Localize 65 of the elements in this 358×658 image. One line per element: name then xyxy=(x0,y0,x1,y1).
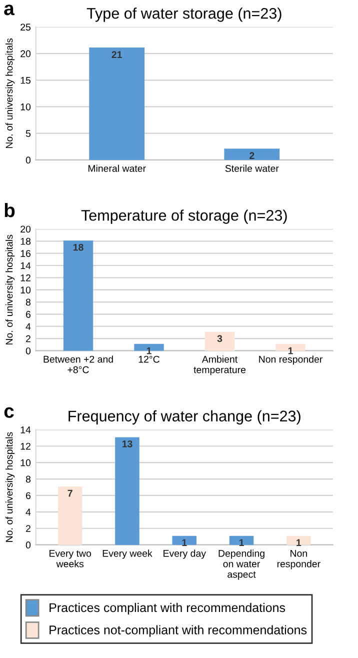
y-tick-label: 6 xyxy=(26,492,31,500)
y-tick-label: 10 xyxy=(20,459,31,466)
data-label: 1 xyxy=(288,347,293,354)
bar xyxy=(58,486,82,545)
data-label: 13 xyxy=(122,440,132,448)
data-label: 2 xyxy=(250,152,254,159)
y-tick-label: 0 xyxy=(26,347,31,354)
y-tick-label: 20 xyxy=(20,226,31,233)
data-label: 1 xyxy=(146,347,152,354)
data-label: 1 xyxy=(296,539,302,546)
x-tick-label: 12°C xyxy=(138,356,160,363)
data-label: 7 xyxy=(68,490,72,497)
y-tick-label: 2 xyxy=(26,335,30,342)
y-tick-label: 14 xyxy=(20,426,31,434)
y-tick-label: 5 xyxy=(26,130,31,137)
data-label: 3 xyxy=(217,335,222,342)
x-tick-label: Every two weeks xyxy=(50,550,92,568)
bar xyxy=(63,240,94,351)
x-tick-label: Every week xyxy=(102,550,152,559)
y-tick-label: 4 xyxy=(26,508,31,516)
y-tick-label: 16 xyxy=(20,250,31,257)
y-tick-label: 18 xyxy=(20,238,31,245)
x-tick-label: Depending on water aspect xyxy=(218,550,264,580)
bar xyxy=(172,536,196,545)
text: a xyxy=(4,4,15,16)
y-tick-label: 14 xyxy=(20,262,31,270)
data-label: 21 xyxy=(112,51,122,58)
bar xyxy=(286,536,311,545)
text: c xyxy=(4,407,14,418)
data-label: 1 xyxy=(239,539,244,546)
y-tick-label: 15 xyxy=(20,76,31,84)
y-tick-label: 8 xyxy=(26,476,31,483)
x-tick-label: Ambient temperature xyxy=(194,356,246,376)
y-axis-title: No. of university hospitals xyxy=(6,38,15,148)
y-tick-label: 8 xyxy=(26,298,31,306)
x-tick-label: Mineral water xyxy=(88,164,146,172)
y-tick-label: 12 xyxy=(20,442,30,450)
bar xyxy=(115,437,140,545)
y-tick-label: 6 xyxy=(26,310,31,318)
y-tick-label: 10 xyxy=(20,103,31,110)
bar xyxy=(229,536,254,545)
y-tick-label: 10 xyxy=(20,286,31,294)
y-tick-label: 0 xyxy=(26,156,31,164)
x-tick-label: Sterile water xyxy=(225,164,279,172)
x-tick-label: Between +2 and +8°C xyxy=(44,356,113,374)
chart-title: Type of water storage (n=23) xyxy=(86,8,282,22)
y-axis-title: No. of university hospitals xyxy=(6,234,15,344)
x-tick-label: Non responder xyxy=(277,550,320,570)
y-tick-label: 0 xyxy=(26,542,31,548)
y-tick-label: 2 xyxy=(26,525,30,532)
y-tick-label: 12 xyxy=(20,274,30,282)
bar xyxy=(204,332,235,351)
legend-label: Practices not-compliant with recommendations xyxy=(50,625,307,637)
chart-title: Frequency of water change (n=23) xyxy=(68,410,300,425)
y-tick-label: 4 xyxy=(26,323,31,330)
legend-label: Practices compliant with recommendations xyxy=(50,602,286,615)
y-tick-label: 25 xyxy=(20,24,31,31)
text: b xyxy=(4,202,15,218)
y-tick-label: 20 xyxy=(20,50,31,58)
y-axis-title: No. of university hospitals xyxy=(6,432,15,542)
x-tick-label: Every day xyxy=(164,550,206,559)
chart-title: Temperature of storage (n=23) xyxy=(81,210,287,224)
data-label: 1 xyxy=(182,539,187,546)
x-tick-label: Non responder xyxy=(259,356,322,365)
data-label: 18 xyxy=(73,244,84,251)
